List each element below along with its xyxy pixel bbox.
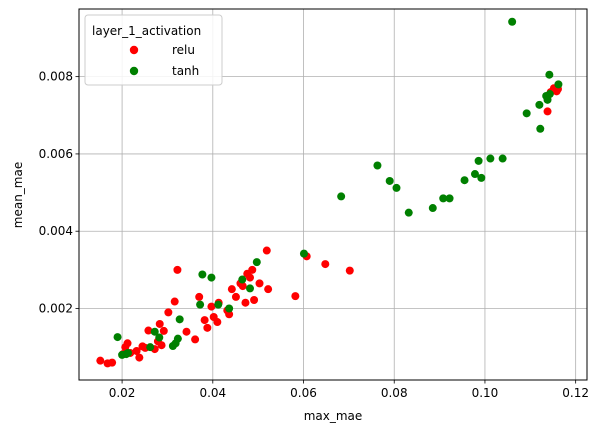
data-point-relu <box>213 318 222 327</box>
x-tick-label: 0.06 <box>290 386 317 400</box>
data-point-relu <box>264 285 273 294</box>
data-point-tanh <box>175 315 184 324</box>
data-point-relu <box>135 353 144 362</box>
data-point-tanh <box>445 194 454 203</box>
data-point-tanh <box>225 304 234 313</box>
data-point-tanh <box>155 333 164 342</box>
data-point-tanh <box>392 183 401 192</box>
data-point-relu <box>170 297 179 306</box>
data-point-tanh <box>470 170 479 179</box>
data-point-relu <box>241 298 250 307</box>
data-point-tanh <box>428 204 437 213</box>
data-point-relu <box>173 265 182 274</box>
data-point-tanh <box>337 192 346 201</box>
plot-frame <box>78 8 588 381</box>
data-point-relu <box>245 273 254 282</box>
data-point-relu <box>191 335 200 344</box>
data-point-relu <box>200 316 209 325</box>
data-point-tanh <box>508 17 517 26</box>
data-point-relu <box>159 326 168 335</box>
data-point-relu <box>157 341 166 350</box>
data-point-tanh <box>477 173 486 182</box>
data-point-tanh <box>486 154 495 163</box>
data-point-tanh <box>545 70 554 79</box>
data-point-tanh <box>173 334 182 343</box>
data-point-relu <box>345 266 354 275</box>
data-point-tanh <box>498 154 507 163</box>
data-point-tanh <box>214 300 223 309</box>
data-point-tanh <box>404 208 413 217</box>
axis-ticks: 0.02 0.04 0.06 0.08 0.10 0.12 0.002 0.004 0.006 0… <box>39 70 589 400</box>
y-tick-label: 0.004 <box>39 224 73 238</box>
data-point-relu <box>132 347 141 356</box>
data-point-relu <box>227 285 236 294</box>
legend-label-relu: relu <box>172 43 195 57</box>
data-point-relu <box>96 356 105 365</box>
legend-marker-relu <box>129 45 139 55</box>
data-point-tanh <box>198 270 207 279</box>
data-point-relu <box>238 282 247 291</box>
legend-label-tanh: tanh <box>172 64 199 78</box>
data-point-relu <box>262 246 271 255</box>
data-point-tanh <box>238 275 247 284</box>
data-point-tanh <box>535 100 544 109</box>
legend-title: layer_1_activation <box>92 24 201 38</box>
data-point-tanh <box>245 284 254 293</box>
data-point-relu <box>543 107 552 116</box>
data-point-tanh <box>545 90 554 99</box>
data-point-tanh <box>373 161 382 170</box>
x-tick-label: 0.10 <box>472 386 499 400</box>
data-point-tanh <box>460 176 469 185</box>
legend-marker-tanh <box>129 66 139 76</box>
data-point-tanh <box>439 194 448 203</box>
x-tick-label: 0.04 <box>199 386 226 400</box>
x-tick-label: 0.08 <box>381 386 408 400</box>
data-point-relu <box>155 319 164 328</box>
data-point-tanh <box>554 80 563 89</box>
legend-box <box>84 14 223 86</box>
data-point-tanh <box>474 156 483 165</box>
data-point-tanh <box>299 249 308 258</box>
data-point-tanh <box>123 348 132 357</box>
data-point-relu <box>321 260 330 269</box>
data-point-relu <box>203 323 212 332</box>
y-tick-label: 0.008 <box>39 70 73 84</box>
data-point-relu <box>248 265 257 274</box>
data-point-tanh <box>146 343 155 352</box>
data-point-relu <box>250 296 259 305</box>
data-point-tanh <box>252 258 261 267</box>
data-point-tanh <box>207 273 216 282</box>
data-point-relu <box>164 308 173 317</box>
data-point-relu <box>225 310 234 319</box>
y-tick-label: 0.002 <box>39 302 73 316</box>
y-axis-label: mean_mae <box>11 162 25 228</box>
legend: layer_1_activation relu tanh <box>84 14 223 86</box>
data-point-relu <box>291 292 300 301</box>
data-point-relu <box>255 279 264 288</box>
data-point-relu <box>195 292 204 301</box>
data-point-relu <box>182 327 191 336</box>
data-point-relu <box>207 302 216 311</box>
x-tick-label: 0.02 <box>109 386 136 400</box>
data-points <box>96 17 563 368</box>
data-point-relu <box>231 292 240 301</box>
x-tick-label: 0.12 <box>562 386 589 400</box>
data-point-tanh <box>536 124 545 133</box>
x-axis-label: max_mae <box>304 409 363 423</box>
data-point-tanh <box>150 327 159 336</box>
data-point-tanh <box>522 109 531 118</box>
data-point-tanh <box>385 176 394 185</box>
data-point-tanh <box>113 333 122 342</box>
data-point-relu <box>123 339 132 348</box>
y-tick-label: 0.006 <box>39 147 73 161</box>
data-point-relu <box>108 358 117 367</box>
data-point-tanh <box>196 300 205 309</box>
data-point-relu <box>144 326 153 335</box>
